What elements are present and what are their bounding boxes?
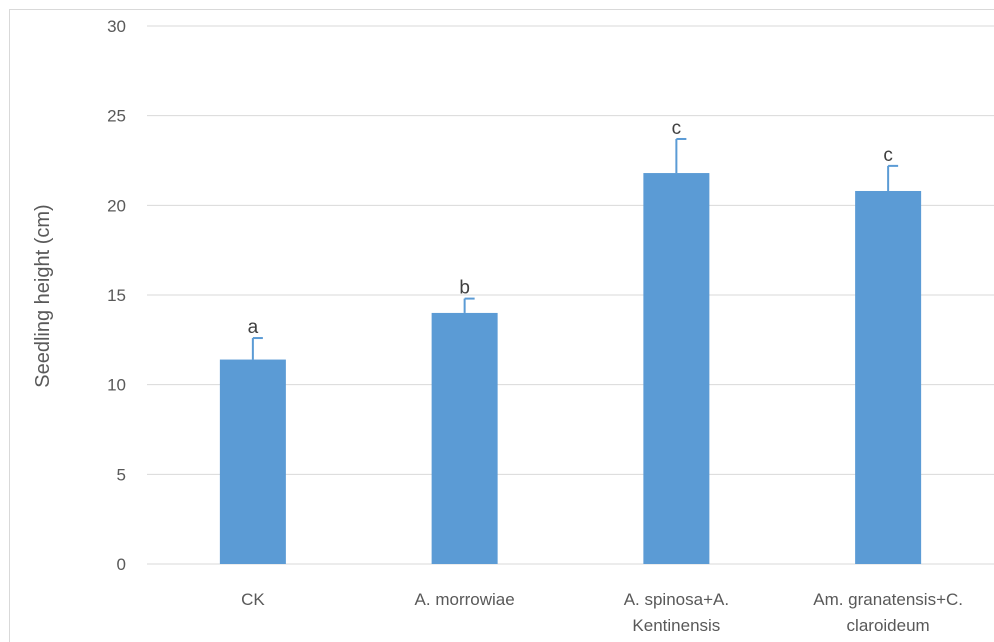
x-axis-category-labels: CK A. morrowiae A. spinosa+A. Kentinensis Am… [241, 590, 963, 635]
y-tick-label: 20 [107, 196, 126, 215]
significance-label: a [248, 317, 259, 338]
chart-frame [9, 9, 994, 642]
bar [219, 359, 286, 564]
bar [431, 312, 498, 564]
gridlines [147, 25, 994, 565]
x-category-label: CK [241, 590, 265, 609]
x-category-label: A. spinosa+A. [624, 590, 729, 609]
y-tick-label: 25 [107, 107, 126, 126]
y-tick-label: 15 [107, 286, 126, 305]
x-category-label: claroideum [847, 616, 930, 635]
y-tick-label: 10 [107, 376, 126, 395]
x-category-label: Am. granatensis+C. [813, 590, 963, 609]
error-bars [251, 137, 899, 360]
significance-label: c [672, 118, 682, 139]
y-axis-tick-labels: 0 5 10 15 20 25 30 [107, 17, 126, 574]
bar [855, 190, 922, 564]
y-tick-label: 30 [107, 17, 126, 36]
x-category-label: Kentinensis [632, 616, 720, 635]
bar [643, 173, 710, 564]
y-axis-title: Seedling height (cm) [32, 204, 54, 387]
y-tick-label: 0 [117, 555, 126, 574]
x-category-label: A. morrowiae [415, 590, 515, 609]
bars [219, 173, 922, 564]
significance-labels: a b c c [248, 118, 893, 338]
y-tick-label: 5 [117, 465, 126, 484]
significance-label: b [459, 278, 470, 299]
significance-label: c [883, 145, 893, 166]
